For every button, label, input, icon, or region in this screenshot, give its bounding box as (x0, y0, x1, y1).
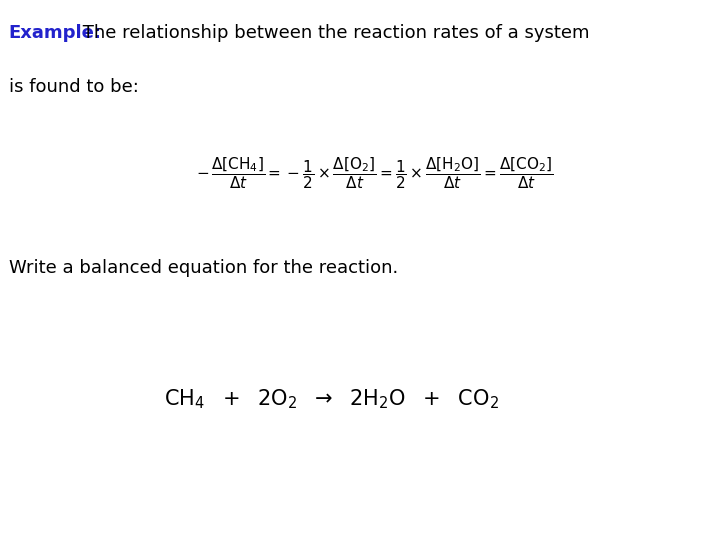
Text: $-\,\dfrac{\Delta[\mathrm{CH_4}]}{\Delta t} = -\dfrac{1}{2}\times\dfrac{\Delta[\: $-\,\dfrac{\Delta[\mathrm{CH_4}]}{\Delta… (196, 155, 553, 191)
Text: $\mathrm{CH_4\ \ +\ \ 2O_2\ \ \rightarrow\ \ 2H_2O\ \ +\ \ CO_2}$: $\mathrm{CH_4\ \ +\ \ 2O_2\ \ \rightarro… (163, 388, 499, 411)
Text: is found to be:: is found to be: (9, 78, 138, 96)
Text: The relationship between the reaction rates of a system: The relationship between the reaction ra… (77, 24, 590, 42)
Text: Write a balanced equation for the reaction.: Write a balanced equation for the reacti… (9, 259, 398, 277)
Text: Example:: Example: (9, 24, 102, 42)
